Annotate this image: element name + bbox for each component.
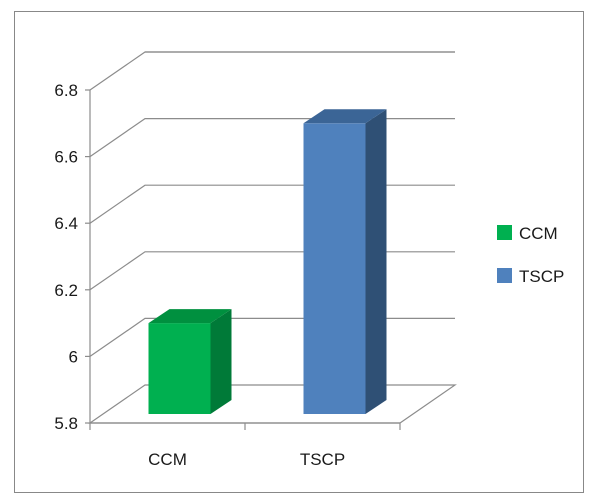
legend-label: TSCP (519, 267, 564, 286)
y-tick-label: 6 (69, 347, 78, 366)
bar-front (303, 123, 366, 415)
legend-label: CCM (519, 224, 558, 243)
legend-swatch (497, 268, 512, 283)
gridline (89, 117, 455, 158)
bar-front (148, 323, 211, 414)
y-tick-label: 5.8 (54, 414, 78, 433)
gridline (89, 317, 455, 357)
floor-outline (88, 384, 457, 424)
bar-side (365, 109, 387, 415)
category-label: TSCP (300, 450, 345, 469)
chart-walls (88, 384, 457, 424)
y-tick-label: 6.6 (54, 148, 78, 167)
bar-top (303, 109, 387, 124)
bar-tscp (303, 109, 387, 415)
gridline (89, 51, 455, 91)
legend-swatch (497, 225, 512, 240)
category-labels: CCM TSCP (148, 450, 345, 469)
gridline (89, 184, 455, 224)
legend: CCM TSCP (497, 224, 564, 286)
y-tick-label: 6.8 (54, 81, 78, 100)
y-tick-label: 6.2 (54, 281, 78, 300)
axes (85, 89, 401, 430)
gridline (89, 251, 455, 291)
bar-side (210, 309, 232, 414)
bars (148, 109, 387, 415)
bar-top (148, 309, 232, 324)
y-tick-labels: 5.8 6 6.2 6.4 6.6 6.8 (54, 81, 78, 433)
gridlines (89, 51, 455, 357)
category-label: CCM (148, 450, 187, 469)
y-tick-label: 6.4 (54, 214, 78, 233)
bar-ccm (148, 309, 232, 414)
